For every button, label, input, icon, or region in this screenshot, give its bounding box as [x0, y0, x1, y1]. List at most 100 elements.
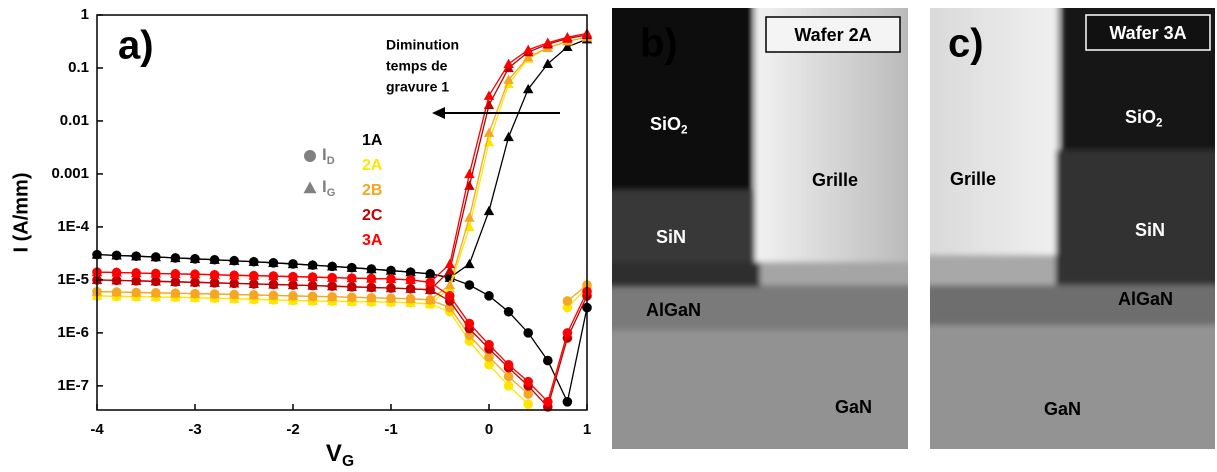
- ig-marker: [483, 205, 495, 216]
- panel-label: a): [118, 24, 154, 68]
- plot: [91, 28, 593, 412]
- id-marker: [523, 399, 533, 410]
- id-line: [96, 287, 588, 405]
- ig-marker: [209, 288, 220, 299]
- ig-marker: [229, 270, 240, 280]
- y-tick-label: 1E-4: [57, 218, 89, 235]
- ig-marker: [131, 275, 142, 285]
- y-tick-label: 0.01: [60, 112, 89, 129]
- ig-marker: [385, 265, 397, 275]
- id-marker: [523, 389, 533, 399]
- id-marker: [464, 280, 475, 290]
- annotation: gravure 1: [386, 79, 449, 95]
- ig-marker: [170, 268, 181, 279]
- ig-marker: [287, 258, 299, 269]
- ig-marker: [483, 127, 495, 137]
- legend-label-main: I: [322, 177, 327, 196]
- ig-marker: [327, 272, 338, 282]
- y-tick-label: 0.001: [51, 165, 89, 182]
- ig-marker: [209, 269, 220, 279]
- x-tick-label: 0: [485, 421, 493, 438]
- ig-marker: [385, 273, 397, 284]
- ig-marker: [131, 267, 142, 278]
- x-axis-label-main: V: [326, 440, 342, 467]
- id-marker: [562, 296, 573, 306]
- ig-marker: [562, 41, 573, 52]
- ig-marker: [385, 282, 397, 293]
- ig-marker: [111, 275, 122, 285]
- x-tick-label: -2: [286, 421, 299, 438]
- ig-marker: [405, 274, 416, 285]
- legend-label: ID: [322, 145, 335, 167]
- wafer-box: [1085, 14, 1211, 51]
- id-marker: [484, 291, 494, 301]
- id-marker: [445, 291, 455, 301]
- legend-label-sub: G: [327, 187, 336, 199]
- id-marker: [484, 339, 494, 350]
- panel-label: b): [640, 22, 678, 66]
- ig-marker: [523, 83, 534, 94]
- legend-entry: 2C: [362, 207, 383, 224]
- id-marker: [503, 306, 514, 317]
- ig-marker: [405, 293, 416, 303]
- ig-marker: [189, 253, 201, 263]
- tem-image-c: [930, 8, 1215, 449]
- id-marker: [464, 330, 475, 341]
- region-label-main: SiN: [656, 227, 686, 247]
- ig-marker: [542, 58, 553, 68]
- y-tick-label: 1: [81, 6, 89, 23]
- ig-marker: [366, 263, 377, 274]
- id-line: [96, 279, 588, 409]
- id-line: [96, 253, 588, 404]
- ig-marker: [307, 280, 318, 290]
- arrow-head: [432, 107, 445, 119]
- region-label-main: Grille: [950, 169, 996, 189]
- ig-line: [96, 32, 588, 283]
- ig-marker: [464, 258, 475, 269]
- region-label: AlGaN: [1118, 289, 1173, 309]
- region-label: AlGaN: [646, 300, 701, 320]
- ig-marker: [366, 282, 377, 292]
- region-label: GaN: [1044, 399, 1081, 419]
- ig-marker: [523, 51, 534, 62]
- ig-marker: [111, 267, 122, 277]
- ig-marker: [562, 32, 573, 42]
- ig-marker: [111, 250, 122, 260]
- ig-marker: [503, 131, 514, 142]
- region-label: Grille: [950, 169, 996, 189]
- id-marker: [562, 396, 573, 407]
- x-tick-label: -1: [384, 421, 397, 438]
- y-tick-label: 1E-5: [57, 271, 89, 288]
- id-marker: [484, 359, 494, 370]
- ig-marker: [209, 277, 220, 287]
- ig-marker: [307, 271, 318, 282]
- ig-marker: [425, 277, 436, 287]
- ig-line: [96, 36, 588, 305]
- ig-marker: [327, 291, 338, 301]
- region-label-main: SiN: [1135, 220, 1165, 240]
- ig-marker: [131, 251, 142, 261]
- x-tick-label: 1: [583, 421, 591, 438]
- x-axis-label: VG: [326, 440, 354, 470]
- ig-marker: [346, 272, 357, 283]
- legend-label-sub: D: [327, 155, 335, 167]
- ig-marker: [542, 37, 553, 47]
- ig-marker: [464, 212, 475, 222]
- region-label-sub: 2: [681, 123, 688, 136]
- ig-marker: [483, 90, 495, 100]
- wafer-box: [765, 16, 901, 53]
- ig-marker: [229, 255, 240, 265]
- legend-label: IG: [322, 177, 335, 199]
- x-tick-label: -3: [188, 421, 201, 438]
- y-tick-label: 0.1: [68, 59, 89, 76]
- region-label-main: SiO: [650, 114, 681, 134]
- ig-marker: [248, 270, 259, 280]
- legend-marker: [303, 181, 317, 194]
- ig-marker: [268, 257, 279, 267]
- id-marker: [543, 355, 553, 366]
- ig-marker: [287, 271, 299, 281]
- region-label: GaN: [835, 397, 872, 417]
- ig-marker: [425, 284, 436, 294]
- ig-marker: [268, 270, 279, 281]
- ig-marker: [366, 292, 377, 302]
